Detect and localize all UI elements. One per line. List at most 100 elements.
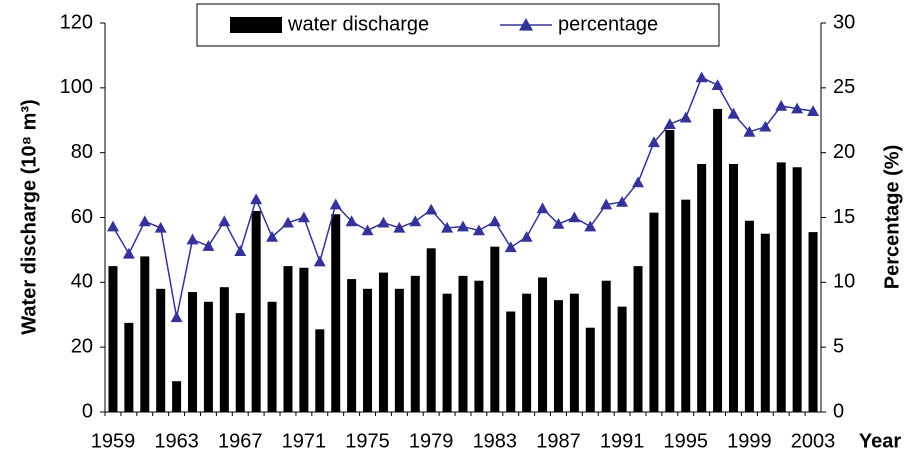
marker	[218, 215, 231, 227]
marker	[775, 99, 788, 111]
marker	[488, 215, 501, 227]
bar	[553, 300, 563, 412]
marker	[361, 224, 374, 236]
marker	[647, 136, 660, 148]
bar	[760, 233, 770, 412]
x-tick-label: 1995	[664, 430, 709, 452]
bar	[490, 246, 500, 412]
y2-tick-label: 20	[833, 141, 855, 163]
marker	[441, 221, 454, 233]
marker	[807, 105, 820, 116]
bar	[363, 288, 373, 412]
bar	[697, 164, 707, 412]
x-tick-label: 1983	[473, 430, 518, 452]
legend-swatch	[230, 17, 282, 33]
bar	[728, 164, 738, 412]
y-tick-label: 20	[71, 335, 93, 357]
y2-tick-label: 5	[833, 335, 844, 357]
bar	[203, 301, 213, 412]
bar	[601, 280, 611, 412]
bar	[585, 327, 595, 412]
bar	[251, 211, 261, 412]
y-tick-label: 60	[71, 206, 93, 228]
bar	[569, 293, 579, 412]
bar	[347, 279, 357, 412]
marker	[552, 217, 565, 229]
bar	[522, 293, 532, 412]
marker	[600, 198, 613, 210]
marker	[504, 241, 517, 253]
marker	[313, 255, 326, 267]
bar	[458, 275, 468, 412]
marker	[297, 211, 310, 223]
marker	[616, 195, 629, 207]
bar	[172, 381, 182, 412]
marker	[568, 211, 581, 223]
marker	[409, 215, 422, 227]
y-tick-label: 80	[71, 141, 93, 163]
marker	[759, 120, 772, 132]
x-tick-label: 1979	[409, 430, 454, 452]
marker	[281, 216, 294, 228]
y2-tick-label: 25	[833, 76, 855, 98]
marker	[536, 202, 549, 214]
bar	[156, 288, 166, 412]
y-tick-label: 100	[60, 76, 93, 98]
x-tick-label: 2003	[791, 430, 836, 452]
marker	[234, 245, 247, 257]
y2-axis-title: Percentage (%)	[881, 145, 903, 290]
bar	[235, 313, 245, 412]
marker	[122, 247, 135, 259]
bar	[124, 322, 134, 412]
marker	[457, 220, 469, 232]
bar	[808, 232, 818, 412]
bar	[394, 288, 404, 412]
legend-box	[196, 3, 720, 47]
bar	[633, 266, 643, 412]
marker	[679, 111, 692, 123]
marker	[202, 240, 215, 251]
bar	[331, 214, 341, 412]
marker	[711, 79, 724, 91]
marker	[170, 311, 183, 323]
bar	[426, 248, 436, 412]
bar	[299, 267, 309, 412]
marker	[632, 176, 645, 188]
bar	[378, 272, 388, 412]
x-tick-label: 1971	[282, 430, 327, 452]
marker	[425, 203, 438, 215]
bar	[681, 199, 691, 412]
marker	[472, 224, 485, 236]
marker	[154, 221, 167, 233]
marker	[791, 102, 804, 114]
y-tick-label: 120	[60, 11, 93, 33]
x-tick-label: 1959	[91, 430, 136, 452]
marker	[345, 215, 358, 227]
marker	[138, 215, 151, 227]
bar	[442, 293, 452, 412]
x-tick-label: 1987	[536, 430, 581, 452]
y2-tick-label: 0	[833, 400, 844, 422]
bar	[410, 275, 420, 412]
bar	[776, 162, 786, 412]
marker	[520, 230, 533, 242]
marker	[584, 220, 597, 232]
marker	[743, 125, 756, 137]
marker	[727, 107, 740, 119]
x-tick-label: 1963	[154, 430, 199, 452]
y-tick-label: 0	[82, 400, 93, 422]
marker	[329, 198, 342, 210]
marker	[663, 118, 676, 129]
y2-tick-label: 15	[833, 206, 855, 228]
x-axis-title: Year	[859, 430, 901, 452]
y2-tick-label: 30	[833, 11, 855, 33]
x-tick-label: 1991	[600, 430, 645, 452]
marker	[377, 216, 390, 228]
bar	[108, 266, 118, 412]
bar	[665, 129, 675, 412]
legend-label: percentage	[558, 13, 658, 35]
bar	[506, 311, 516, 412]
x-tick-label: 1975	[345, 430, 390, 452]
marker	[186, 233, 199, 245]
bar	[744, 220, 754, 412]
